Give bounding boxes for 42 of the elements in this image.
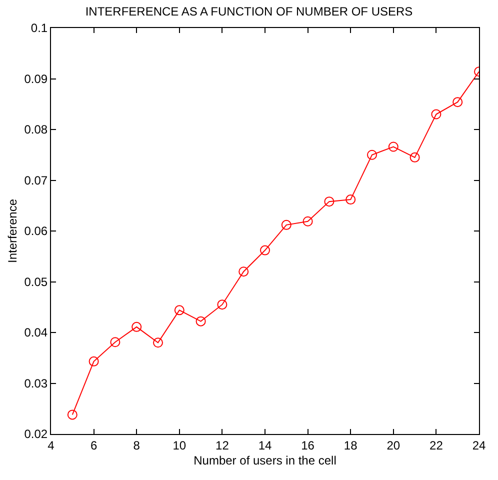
- y-tick-label: 0.1: [30, 21, 48, 36]
- point: [281, 220, 292, 230]
- y-tick-label: 0.03: [24, 376, 48, 390]
- point: [431, 109, 442, 120]
- point: [132, 322, 142, 332]
- y-tick-label: 0.07: [24, 173, 48, 188]
- y-tick-label: 0.04: [24, 326, 48, 340]
- point: [88, 356, 99, 366]
- x-tick-label: 14: [258, 438, 272, 452]
- x-tick-label: 18: [344, 438, 358, 452]
- point: [67, 410, 78, 420]
- point: [110, 337, 120, 348]
- x-tick-label: 8: [133, 438, 140, 452]
- point: [452, 97, 463, 108]
- x-tick-label: 16: [301, 438, 315, 452]
- x-tick-label: 4: [48, 438, 55, 452]
- x-tick-label: 6: [90, 438, 98, 452]
- y-axis-title: Interference: [6, 198, 20, 264]
- x-tick-label: 12: [216, 438, 230, 452]
- y-tick-label: 0.02: [24, 427, 48, 442]
- x-tick-label: 22: [430, 438, 444, 452]
- y-tick-label: 0.05: [24, 274, 48, 289]
- x-tick-label: 24: [472, 438, 486, 452]
- point: [410, 152, 420, 162]
- x-axis-title: Number of users in the cell: [194, 453, 336, 468]
- y-tick-label: 0.08: [24, 122, 48, 137]
- point: [367, 150, 377, 160]
- y-tick-label: 0.09: [24, 72, 48, 86]
- point: [388, 142, 398, 152]
- point: [238, 266, 249, 277]
- y-tick-label: 0.06: [24, 224, 48, 238]
- point: [196, 316, 206, 326]
- point: [346, 194, 356, 205]
- point: [153, 338, 163, 348]
- chart-title: INTERFERENCE AS A FUNCTION OF NUMBER OF USERS: [85, 4, 413, 19]
- point: [174, 305, 184, 316]
- point: [217, 300, 228, 310]
- point: [324, 196, 334, 207]
- x-tick-label: 10: [172, 438, 186, 452]
- point: [260, 245, 270, 256]
- x-tick-label: 20: [386, 438, 400, 452]
- point: [302, 216, 313, 226]
